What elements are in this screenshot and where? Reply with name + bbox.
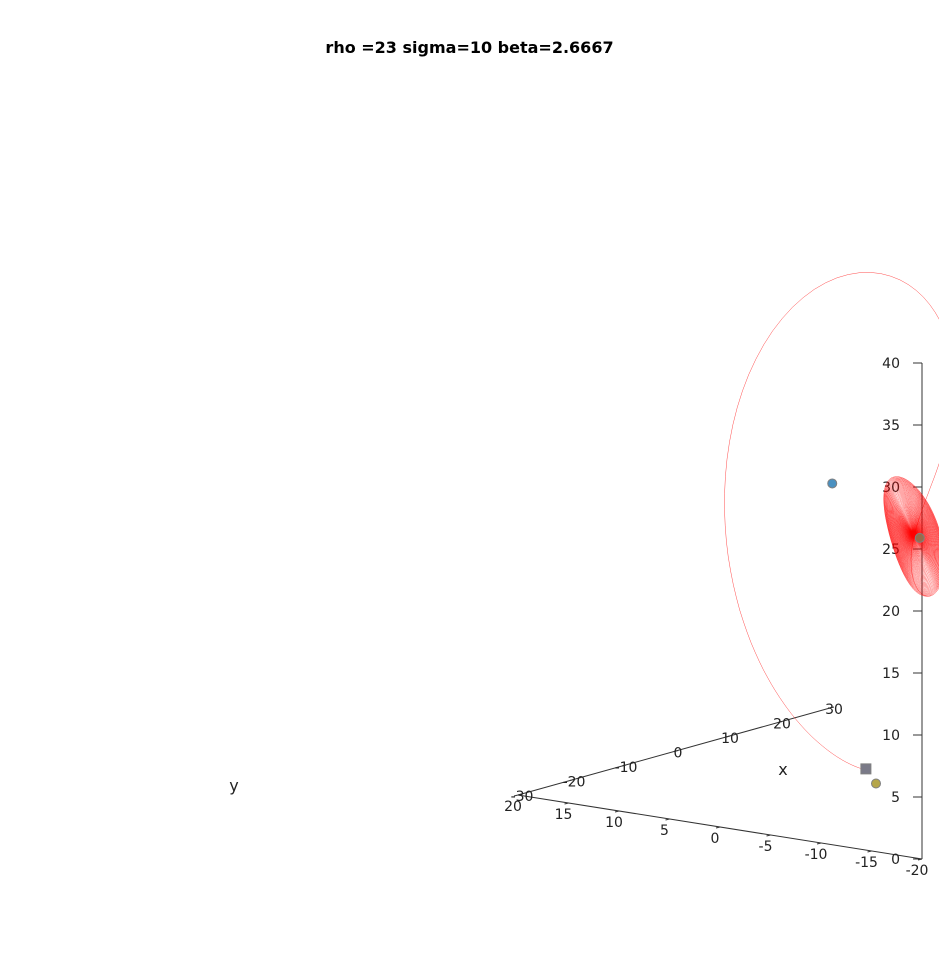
- y-tick-label: 10: [605, 815, 623, 831]
- chart-title: rho =23 sigma=10 beta=2.6667: [325, 38, 614, 57]
- x-tick-label: 10: [721, 731, 739, 747]
- x-tick-label: -20: [563, 775, 586, 791]
- circle-marker: [871, 778, 881, 789]
- x-axis-label: x: [778, 760, 787, 779]
- z-tick-label: 5: [891, 790, 900, 806]
- x-tick-mark: [829, 706, 835, 709]
- z-tick-label: 15: [882, 666, 900, 682]
- circle-marker: [827, 478, 838, 489]
- y-tick-label: -5: [759, 839, 773, 855]
- z-tick-label: 0: [891, 852, 900, 868]
- y-tick-mark: [564, 802, 569, 805]
- y-tick-label: 20: [504, 799, 522, 815]
- y-tick-mark: [665, 818, 670, 821]
- z-tick-label: 40: [882, 356, 900, 372]
- x-tick-mark: [569, 779, 575, 781]
- y-tick-label: 0: [711, 831, 720, 847]
- y-tick-mark: [867, 850, 872, 853]
- axes: -30 -20 -10 0 10 20 30 -20 -15 -10 -5 0 5 10 15 20 0 5 10 1…: [504, 356, 928, 879]
- x-tick-label: -10: [615, 760, 638, 776]
- circle-marker: [914, 532, 925, 543]
- y-tick-label: 15: [555, 807, 573, 823]
- x-tick-mark: [725, 735, 731, 738]
- x-tick-mark: [673, 750, 679, 752]
- z-tick-label: 10: [882, 728, 900, 744]
- x-tick-label: -30: [511, 789, 534, 805]
- z-tick-label: 20: [882, 604, 900, 620]
- x-tick-label: 30: [825, 702, 843, 718]
- y-tick-mark: [513, 794, 519, 797]
- trajectory-line: [724, 272, 939, 770]
- y-tick-label: -15: [855, 855, 878, 871]
- y-axis-label: y: [229, 776, 238, 795]
- y-tick-mark: [816, 842, 822, 845]
- y-tick-label: -10: [805, 847, 828, 863]
- y-tick-mark: [766, 834, 771, 837]
- y-tick-mark: [614, 810, 620, 813]
- y-tick-label: -20: [906, 863, 929, 879]
- x-tick-mark: [621, 764, 627, 767]
- y-tick-mark: [715, 826, 721, 829]
- trajectory-series: [724, 272, 939, 770]
- markers: [827, 478, 925, 789]
- x-tick-label: 20: [773, 717, 791, 733]
- square-marker: [860, 763, 872, 775]
- x-tick-mark: [517, 793, 523, 796]
- x-tick-mark: [777, 721, 783, 723]
- y-tick-label: 5: [660, 823, 669, 839]
- z-tick-label: 35: [882, 418, 900, 434]
- x-tick-label: 0: [674, 746, 683, 762]
